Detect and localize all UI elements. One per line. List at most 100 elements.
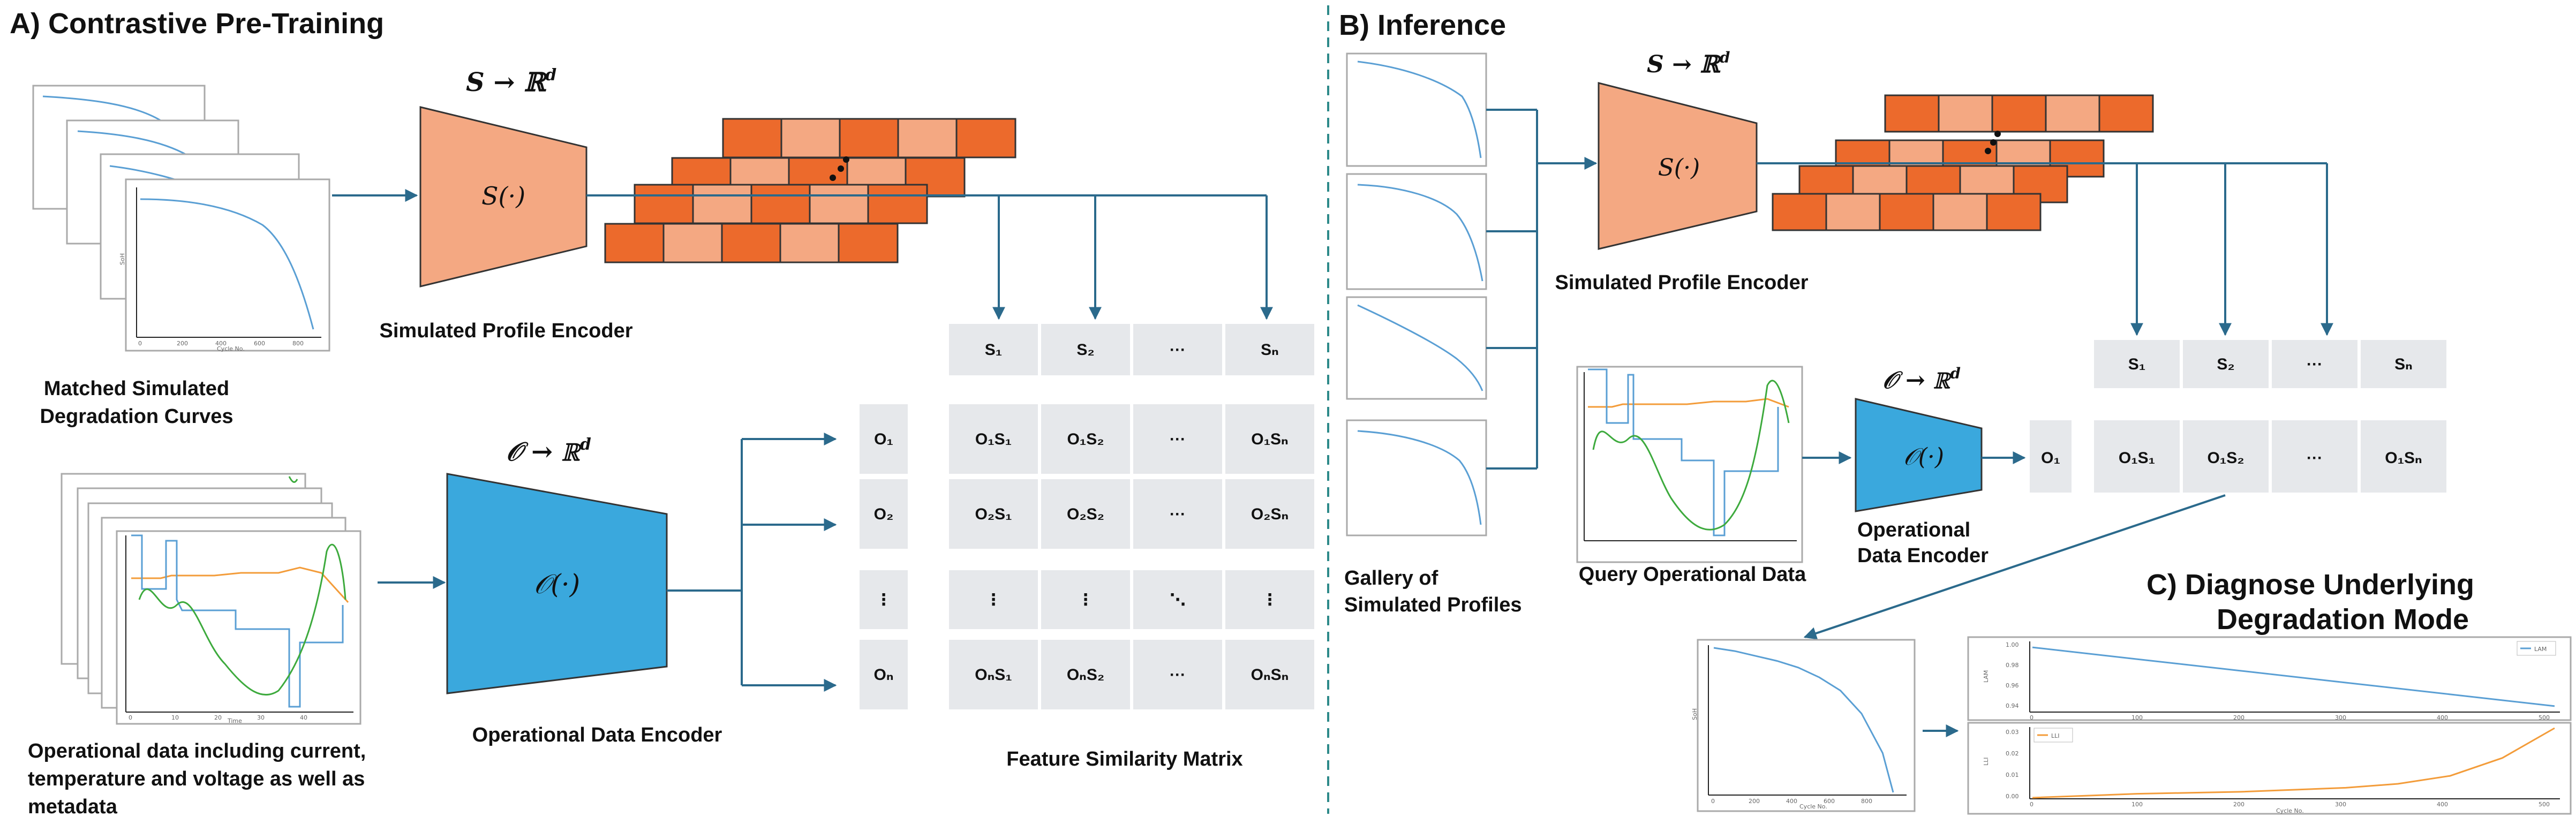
lli-xtick: 500: [2539, 801, 2550, 808]
matrix-cell: O₂S₁: [975, 505, 1012, 523]
panel-a-title: A) Contrastive Pre-Training: [10, 7, 384, 40]
lli-ytick: 0.01: [2006, 772, 2019, 778]
sim-embeddings-stack: [604, 118, 1016, 263]
lam-ytick: 0.96: [2006, 682, 2019, 689]
s-header-row: S₁ S₂ ··· Sₙ: [949, 324, 1314, 375]
s-header: S₂: [1076, 341, 1094, 359]
curve-plot-ylabel: SoH: [119, 253, 126, 265]
matrix-cell: O₁S₂: [1067, 430, 1104, 448]
lam-xtick: 0: [2030, 714, 2033, 721]
gallery-label-line1: Gallery of: [1344, 567, 1438, 589]
matched-soh-plot: SoH Cycle No. 0 200 400 600 800: [1691, 639, 1916, 812]
b-op-encoder-label-line1: Operational: [1857, 519, 1970, 541]
sim-encoder-shape: [419, 106, 587, 288]
b-s-header: Sₙ: [2394, 356, 2413, 373]
op-data-label-line1: Operational data including current,: [28, 740, 366, 762]
curve-plot-xtick: 200: [177, 340, 188, 347]
op-plot-xtick: 0: [129, 714, 132, 721]
op-encoder-shape: [446, 473, 668, 694]
op-encoder-map: 𝒪 → ℝd: [506, 435, 591, 467]
matched-curves-label-line1: Matched Simulated: [44, 377, 229, 400]
b-sim-encoder-fn: S(·): [1658, 154, 1700, 181]
b-sim-encoder-label: Simulated Profile Encoder: [1555, 271, 1809, 294]
s-header: Sₙ: [1261, 341, 1279, 359]
sim-encoder-label: Simulated Profile Encoder: [380, 320, 633, 342]
lli-xtick: 400: [2437, 801, 2448, 808]
sim-encoder-map: S → ℝd: [466, 66, 556, 97]
soh-series-line: [1713, 647, 1894, 793]
matrix-cell: ···: [1170, 430, 1186, 448]
lli-ytick: 0.00: [2006, 793, 2019, 800]
soh-xtick: 400: [1786, 798, 1797, 805]
b-s-header-row: S₁ S₂ ··· Sₙ: [2094, 340, 2446, 388]
b-sim-encoder-shape: [1598, 82, 1758, 250]
lam-series-line: [2032, 646, 2555, 707]
s-header: ···: [1170, 341, 1186, 359]
panel-b-title: B) Inference: [1339, 9, 1506, 41]
lli-ytick: 0.03: [2006, 729, 2019, 736]
b-sim-encoder-map: S → ℝd: [1647, 49, 1730, 78]
op-data-label-line3: metadata: [28, 796, 118, 818]
lam-xtick: 100: [2131, 714, 2143, 721]
op-plot-xtick: 10: [171, 714, 179, 721]
b-row-cell: O₁S₁: [2119, 449, 2155, 467]
b-s-header: S₂: [2217, 356, 2234, 373]
b-op-encoder-map: 𝒪 → ℝd: [1882, 365, 1961, 394]
lam-plot: LAM LAM 1.00 0.98 0.96 0.94 0 100 200 30…: [1967, 636, 2572, 721]
matrix-cell: ⋱: [1170, 591, 1186, 609]
arrow-best-match-to-result: [1803, 494, 2226, 640]
o-header: ⋮: [876, 591, 892, 609]
soh-xlabel: Cycle No.: [1799, 803, 1827, 810]
matrix-cell: ⋮: [1262, 591, 1278, 609]
curve-plot-xtick: 600: [254, 340, 265, 347]
b-op-encoder-fn: 𝒪(·): [1903, 443, 1944, 471]
soh-xtick: 0: [1711, 798, 1715, 805]
lli-ytick: 0.02: [2006, 750, 2019, 757]
lli-xtick: 100: [2131, 801, 2143, 808]
similarity-matrix: O₁S₁ O₁S₂ ··· O₁Sₙ O₂S₁ O₂S₂ ··· O₂Sₙ ⋮ …: [949, 404, 1314, 709]
matrix-label: Feature Similarity Matrix: [1006, 748, 1242, 770]
b-op-encoder-shape: [1855, 398, 1983, 512]
b-s-header: S₁: [2128, 356, 2145, 373]
lam-ytick: 1.00: [2006, 641, 2019, 648]
matrix-cell: OₙS₁: [975, 666, 1012, 684]
b-row-cell: O₁S₂: [2207, 449, 2244, 467]
curve-plot-xtick: 800: [292, 340, 304, 347]
op-plot-xtick: 30: [257, 714, 265, 721]
b-s-header: ···: [2307, 356, 2323, 373]
lli-plot: LLI LLI 0.03 0.02 0.01 0.00 0 100 200 30…: [1967, 722, 2572, 815]
o-header: O₁: [874, 430, 893, 448]
query-operational-plot: [1576, 366, 1803, 563]
o-header-column: O₁ O₂ ⋮ Oₙ: [860, 404, 908, 709]
matrix-cell: OₙS₂: [1067, 666, 1104, 684]
lli-legend: LLI: [2051, 732, 2060, 739]
b-similarity-row: O₁ O₁S₁ O₁S₂ ··· O₁Sₙ: [2030, 420, 2446, 493]
op-data-label-line2: temperature and voltage as well as: [28, 768, 365, 790]
matched-curves-label-line2: Degradation Curves: [40, 405, 233, 428]
lli-xtick: 300: [2335, 801, 2346, 808]
o-header: O₂: [874, 505, 894, 523]
op-encoder-fn: 𝒪(·): [534, 569, 580, 600]
b-row-cell: ···: [2307, 449, 2323, 467]
b-op-encoder-label-line2: Data Encoder: [1857, 544, 1989, 567]
curve-plot-xtick: 0: [138, 340, 142, 347]
b-row-cell: O₁Sₙ: [2385, 449, 2422, 467]
gallery-plots: [1346, 52, 1487, 536]
lam-ytick: 0.94: [2006, 702, 2019, 709]
lam-xtick: 400: [2437, 714, 2448, 721]
soh-xtick: 800: [1861, 798, 1872, 805]
matrix-cell: O₂Sₙ: [1251, 505, 1289, 523]
lam-ylabel: LAM: [1983, 670, 1990, 683]
lli-ylabel: LLI: [1983, 757, 1990, 766]
lli-xlabel: Cycle No.: [2276, 807, 2304, 814]
o-header: Oₙ: [873, 666, 893, 684]
op-encoder-label: Operational Data Encoder: [472, 724, 722, 746]
b-o-header: O₁: [2041, 449, 2060, 467]
lli-xtick: 0: [2030, 801, 2033, 808]
b-sim-embeddings-stack: [1772, 94, 2154, 231]
op-plot-xtick: 20: [214, 714, 222, 721]
op-plot-xtick: 40: [300, 714, 307, 721]
lli-xtick: 200: [2233, 801, 2244, 808]
lam-ytick: 0.98: [2006, 662, 2019, 669]
